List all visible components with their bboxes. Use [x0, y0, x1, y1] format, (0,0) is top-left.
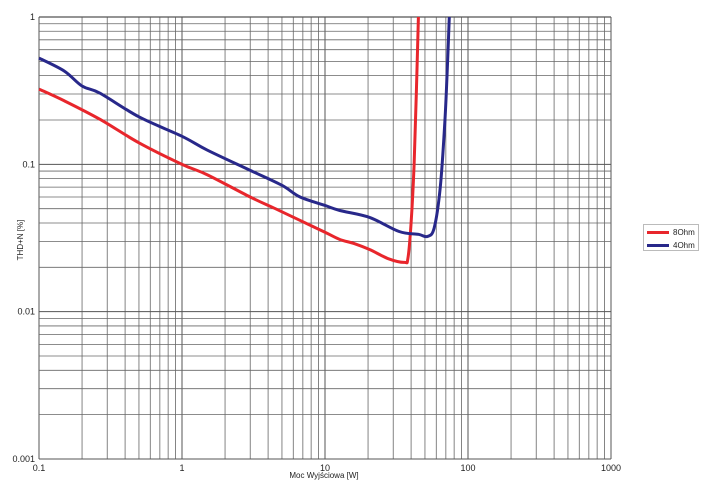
y-tick-label: 0.1: [22, 159, 35, 169]
x-tick-label: 1: [179, 463, 184, 473]
y-axis-title: THD+N [%]: [16, 220, 25, 261]
y-tick-label: 0.01: [17, 307, 35, 317]
legend-swatch-8ohm: [647, 230, 669, 234]
y-tick-label: 1: [30, 12, 35, 22]
series-line-4ohm: [38, 16, 451, 239]
grid: [38, 16, 612, 460]
series-line-8ohm: [38, 16, 420, 265]
x-axis-title: Moc Wyjściowa [W]: [289, 471, 358, 480]
y-tick-label: 0.001: [12, 454, 35, 464]
curves: [38, 16, 451, 265]
legend-item-8ohm: 8Ohm: [644, 226, 698, 238]
x-tick-label: 100: [460, 463, 475, 473]
legend-swatch-4ohm: [647, 243, 669, 247]
tick-labels: 0.1 1 10 100 1000 0.001 0.01 0.1 1: [12, 12, 621, 473]
legend-label: 8Ohm: [673, 227, 695, 237]
legend-label: 4Ohm: [673, 240, 695, 250]
legend-item-4ohm: 4Ohm: [644, 239, 698, 251]
x-tick-label: 1000: [601, 463, 621, 473]
legend: 8Ohm 4Ohm: [643, 224, 699, 251]
x-tick-label: 10: [320, 463, 330, 473]
x-tick-label: 0.1: [33, 463, 46, 473]
